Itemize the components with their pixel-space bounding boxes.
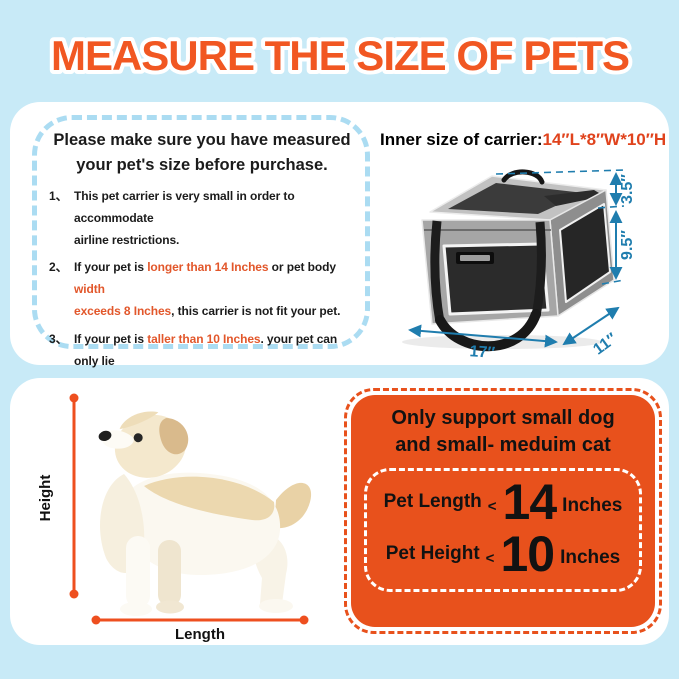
support-rules-box: Pet Length < 14 Inches Pet Height < 10 I… [364,468,642,592]
carrier-photo [402,169,615,352]
dim-front-label: 17″ [469,343,496,362]
pet-height-operator: < [485,549,495,567]
carrier-strap-right [531,221,546,317]
brand-logo-text [460,255,490,261]
dog-front-leg-far [158,540,181,606]
dog-eye [133,433,143,443]
dim-arrow-depth [562,306,620,346]
notice-heading-line1: Please make sure you have measured [53,131,351,149]
carrier-illustration: 3.5″ 9.5″ 17″ 11″ [402,169,636,362]
dog-nose [98,430,112,442]
page-title-banner: MEASURE THE SIZE OF PETS [47,28,634,83]
pet-height-value: 10 [500,526,555,582]
notice-item-1: 1、 This pet carrier is very small in ord… [49,185,355,252]
dog-head [98,411,189,478]
inner-size-label: Inner size of carrier: [380,130,543,149]
notice-item-1-number: 1、 [49,188,68,203]
measure-info-panel: Please make sure you have measured your … [10,102,669,390]
notice-item-2-text: If your pet is longer than 14 Inches or … [74,260,341,319]
notice-heading-line2: your pet's size before purchase. [76,155,328,174]
pet-length-unit: Inches [562,495,623,516]
notice-item-2: 2、 If your pet is longer than 14 Inches … [49,256,355,323]
height-label: Height [37,475,54,522]
carrier-strap-left [430,220,445,323]
carrier-top-mesh [448,183,584,214]
dim-arrow-front [408,324,558,348]
inner-size-value: 14″L*8″W*10″H [542,130,667,149]
support-title-line2: and small- meduim cat [395,434,611,456]
support-box: Only support small dog and small- meduim… [344,388,662,634]
notice-item-2-number: 2、 [49,260,68,275]
pet-length-value: 14 [502,474,558,530]
dog-measure-illustration: Height Length [37,393,312,642]
dog-measure-arrows [69,393,309,625]
dog-head-fluff [119,411,159,430]
notice-item-3-number: 3、 [49,331,68,346]
dog-tail [274,482,312,529]
pet-height-label: Pet Height [385,543,480,564]
dim-leader-bottom [601,279,625,285]
dog-front-paw [120,602,152,616]
dog-back-patch [144,476,275,521]
pet-length-operator: < [487,497,497,515]
dog-photo [98,411,312,616]
dim-leader-top [495,169,625,175]
dim-top-label: 3.5″ [619,174,636,204]
pet-length-label: Pet Length [383,491,482,512]
dim-depth-label: 11″ [590,330,620,358]
pet-height-unit: Inches [560,547,621,568]
carrier-handle [501,169,545,185]
pet-length-rule: Pet Length < 14 Inches [373,477,633,527]
dim-side-label: 9.5″ [619,230,636,260]
purchase-notice-box: Please make sure you have measured your … [32,115,370,390]
carrier-top-pad [544,190,604,206]
support-title: Only support small dog and small- meduim… [351,405,655,459]
inner-size-heading: Inner size of carrier:14″L*8″W*10″H [380,130,666,150]
pet-height-rule: Pet Height < 10 Inches [373,529,633,579]
notice-list: 1、 This pet carrier is very small in ord… [49,185,355,395]
notice-item-1-text: This pet carrier is very small in order … [74,188,295,247]
support-title-line1: Only support small dog [391,407,615,429]
length-label: Length [175,626,225,642]
pet-size-panel: Height Length Only support small dog and… [10,378,669,645]
dog-ear [159,418,189,455]
dog-hind-paw [259,599,293,613]
dog-front-paw-far [156,600,184,614]
page-title: MEASURE THE SIZE OF PETS [51,32,629,79]
dog-front-leg-near [126,536,150,608]
notice-heading: Please make sure you have measured your … [49,128,355,178]
dim-leader-mid [597,205,625,209]
